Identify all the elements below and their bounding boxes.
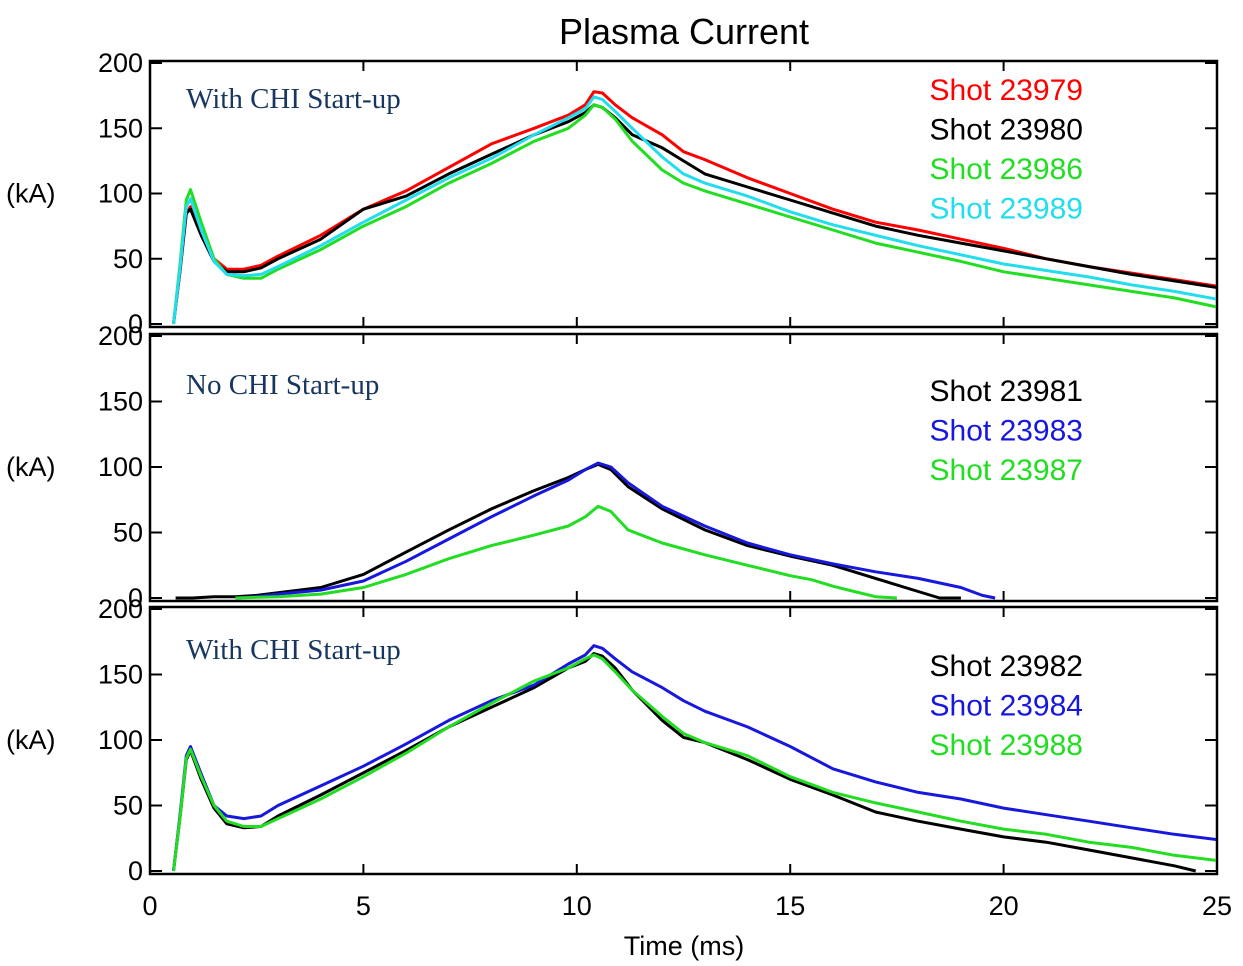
x-tick-label: 25	[1202, 891, 1232, 921]
series-line-shot-23989	[172, 95, 1216, 325]
x-tick-label: 5	[356, 891, 371, 921]
x-tick-label: 20	[989, 891, 1019, 921]
y-tick-label: 200	[98, 321, 143, 351]
series-lines	[172, 90, 1216, 325]
legend-entry: Shot 23984	[930, 690, 1083, 723]
series-line-shot-23982	[172, 652, 1197, 873]
y-tick-label: 50	[113, 791, 143, 821]
legend-entry: Shot 23979	[930, 74, 1083, 107]
series-lines	[175, 461, 996, 600]
legend-entry: Shot 23988	[930, 729, 1083, 762]
panels: 0 50 100 150 200 (kA) With CHI Start-up Shot 23…	[6, 48, 1219, 886]
legend-entry: Shot 23980	[930, 114, 1083, 147]
y-tick-label: 100	[98, 725, 143, 755]
x-axis-label: Time (ms)	[624, 931, 744, 961]
y-tick-label: 200	[98, 594, 143, 624]
y-tick-label: 0	[128, 309, 143, 339]
series-line-shot-23984	[172, 644, 1216, 872]
panel-1: 0 50 100 150 200 (kA) With CHI Start-up Shot 23…	[6, 48, 1219, 339]
x-tick-labels: 0 5 10 15 20 25	[142, 891, 1232, 921]
panel-3: 0 50 100 150 200 (kA) With CHI Start-up Shot 23…	[6, 594, 1219, 886]
y-axis-label: (kA)	[6, 452, 56, 482]
y-tick-label: 150	[98, 387, 143, 417]
y-tick-label: 100	[98, 179, 143, 209]
panel-annotation: No CHI Start-up	[186, 369, 379, 401]
x-tick-label: 10	[562, 891, 592, 921]
legend-entry: Shot 23987	[930, 454, 1083, 487]
y-tick-label: 150	[98, 113, 143, 143]
series-line-shot-23981	[175, 462, 961, 600]
y-tick-label: 50	[113, 518, 143, 548]
y-tick-label: 0	[128, 583, 143, 613]
y-tick-label: 200	[98, 48, 143, 78]
y-tick-label: 100	[98, 452, 143, 482]
series-lines	[172, 644, 1216, 873]
y-tick-label: 0	[128, 856, 143, 886]
legend-entry: Shot 23989	[930, 193, 1083, 226]
panel-annotation: With CHI Start-up	[186, 634, 401, 666]
legend-entry: Shot 23981	[930, 375, 1083, 408]
series-line-shot-23979	[172, 90, 1216, 325]
legend-entry: Shot 23982	[930, 650, 1083, 683]
legend-entry: Shot 23983	[930, 415, 1083, 448]
panel-annotation: With CHI Start-up	[186, 83, 401, 115]
y-tick-label: 50	[113, 244, 143, 274]
panel-2: 0 50 100 150 200 (kA) No CHI Start-up Shot 2398…	[6, 321, 1219, 613]
series-line-shot-23987	[235, 504, 897, 600]
x-tick-label: 0	[142, 891, 157, 921]
series-line-shot-23983	[235, 461, 996, 600]
legend-entry: Shot 23986	[930, 153, 1083, 186]
chart-title: Plasma Current	[559, 11, 809, 52]
x-tick-label: 15	[775, 891, 805, 921]
y-tick-label: 150	[98, 660, 143, 690]
y-axis-label: (kA)	[6, 179, 56, 209]
y-axis-label: (kA)	[6, 725, 56, 755]
series-line-shot-23988	[172, 653, 1216, 872]
